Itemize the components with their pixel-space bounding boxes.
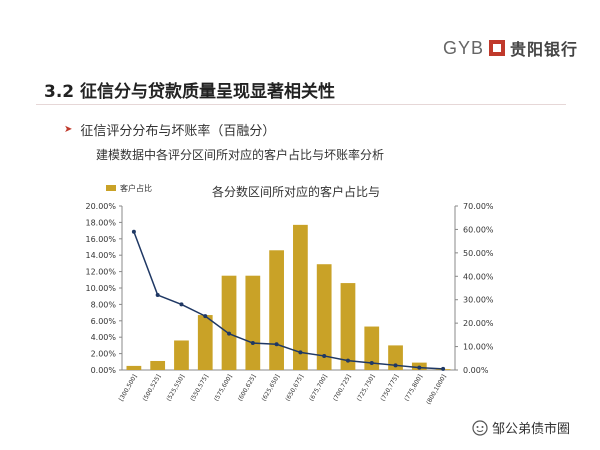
right-tick-label: 20.00% — [463, 319, 494, 328]
right-tick-label: 30.00% — [463, 296, 494, 305]
right-tick-label: 70.00% — [463, 202, 494, 211]
bullet-text: 征信评分分布与坏账率（百融分） — [80, 124, 276, 139]
right-tick-label: 0.00% — [463, 366, 489, 375]
title-divider — [36, 104, 566, 105]
line-point — [441, 366, 446, 371]
right-tick-label: 10.00% — [463, 343, 494, 352]
line-point — [369, 360, 374, 365]
slide-title: 3.2 征信分与贷款质量呈现显著相关性 — [44, 82, 336, 102]
left-tick-label: 18.00% — [85, 218, 116, 227]
bar — [364, 326, 380, 370]
left-tick-label: 10.00% — [85, 284, 116, 293]
category-label: (775,800] — [403, 374, 424, 403]
brand-chinese-name: 贵阳银行 — [509, 40, 578, 59]
category-label: (650,675] — [284, 374, 305, 403]
brand-latin-text: GYB — [442, 37, 484, 58]
bar — [340, 283, 356, 370]
category-label: (525,550] — [165, 374, 186, 403]
bar — [150, 360, 166, 370]
left-tick-label: 2.00% — [91, 350, 117, 359]
left-tick-label: 14.00% — [85, 251, 116, 260]
category-label: (550,575] — [189, 374, 210, 403]
bar — [174, 340, 189, 370]
category-label: (750,775] — [379, 374, 400, 403]
line-point — [393, 363, 398, 368]
line-point — [155, 293, 160, 298]
line-point — [345, 358, 350, 363]
score-distribution-chart: 各分数区间所对应的客户占比与 客户占比 0.00% 2.00% 4.00% 6.00%… — [85, 183, 494, 406]
line-series — [133, 231, 444, 370]
wechat-icon — [472, 419, 488, 436]
right-tick-label: 60.00% — [463, 225, 494, 234]
category-label: (600,625] — [237, 374, 258, 403]
line-point — [131, 229, 136, 234]
category-label: [300,500] — [118, 374, 139, 403]
category-label: (625,650] — [261, 374, 282, 403]
description-text: 建模数据中各评分区间所对应的客户占比与坏账率分析 — [96, 148, 385, 162]
bar — [293, 224, 308, 370]
right-tick-label: 50.00% — [463, 249, 494, 258]
watermark-text: 邹公弟债市圈 — [491, 422, 570, 437]
square-bank-logo-icon — [488, 40, 505, 56]
line-point — [250, 341, 255, 346]
chart-title: 各分数区间所对应的客户占比与 — [212, 184, 380, 199]
legend-swatch — [106, 185, 116, 191]
bar — [316, 264, 332, 370]
bar — [245, 275, 261, 370]
bank-brand: GYB 贵阳银行 — [443, 36, 578, 60]
left-tick-label: 0.00% — [91, 366, 117, 375]
left-tick-label: 8.00% — [91, 300, 117, 309]
category-label: (800,1000] — [425, 374, 448, 406]
watermark: 邹公弟债市圈 — [472, 418, 570, 437]
category-label: (575,600] — [213, 374, 234, 403]
bar — [221, 275, 237, 370]
bar — [126, 365, 142, 370]
left-tick-label: 12.00% — [85, 268, 116, 277]
left-tick-label: 6.00% — [91, 317, 117, 326]
right-tick-label: 40.00% — [463, 272, 494, 281]
line-point — [274, 342, 279, 347]
left-tick-label: 16.00% — [85, 235, 116, 244]
bullet-item: ➤ 征信评分分布与坏账率（百融分） — [64, 120, 275, 139]
line-point — [179, 302, 184, 307]
line-point — [298, 350, 303, 355]
bar — [269, 250, 284, 370]
bar — [197, 315, 213, 370]
category-label: (500,525] — [142, 374, 163, 403]
category-label: (725,750] — [356, 374, 377, 403]
line-point — [322, 353, 327, 358]
bar — [388, 345, 403, 370]
category-label: (700,725] — [332, 374, 353, 403]
chevron-right-icon: ➤ — [64, 124, 73, 135]
left-tick-label: 20.00% — [85, 202, 116, 211]
category-label: (675,700] — [308, 374, 329, 403]
legend-label: 客户占比 — [120, 183, 152, 193]
line-point — [417, 365, 422, 370]
line-point — [227, 331, 232, 336]
line-point — [203, 314, 208, 319]
left-tick-label: 4.00% — [91, 333, 117, 342]
